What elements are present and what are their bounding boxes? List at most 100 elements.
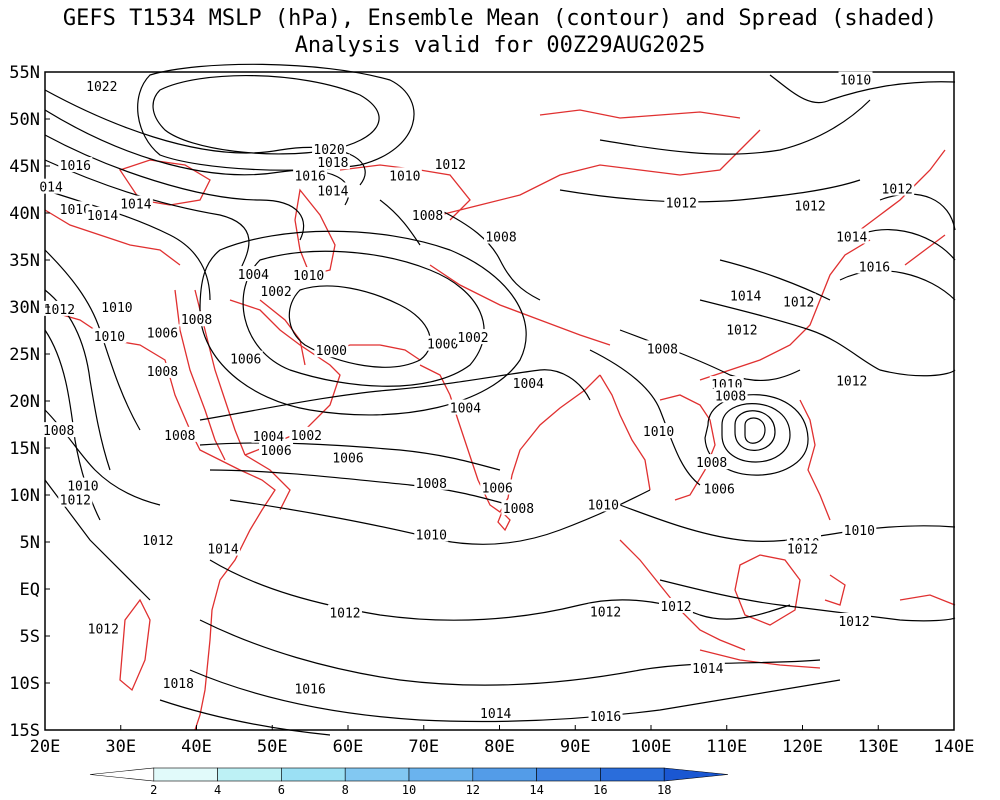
colorbar-swatch (537, 768, 601, 781)
longitude-tick-label: 120E (782, 737, 823, 757)
isobar-label: 1006 (332, 451, 363, 466)
colorbar-swatch (218, 768, 282, 781)
colorbar-swatch (345, 768, 409, 781)
isobar-label: 1016 (60, 159, 91, 174)
isobar-label: 1012 (435, 158, 466, 173)
isobar-label: 1012 (660, 600, 691, 615)
latitude-tick-label: 10S (9, 674, 40, 694)
longitude-tick-label: 30E (105, 737, 136, 757)
latitude-tick-label: 10N (9, 486, 40, 506)
isobar-label: 1012 (838, 615, 869, 630)
colorbar-tick-label: 12 (466, 783, 480, 797)
colorbar-swatch (90, 768, 154, 781)
isobar-label: 1008 (485, 231, 516, 246)
isobar-label: 1014 (480, 707, 511, 722)
isobar-label: 1014 (317, 184, 348, 199)
longitude-tick-label: 140E (934, 737, 975, 757)
latitude-tick-label: 25N (9, 345, 40, 365)
isobar-label: 1012 (88, 622, 119, 637)
isobar-label: 1014 (120, 198, 151, 213)
isobar-label: 1008 (696, 456, 727, 471)
isobar-label: 1004 (513, 377, 544, 392)
isobar-label: 1016 (859, 261, 890, 276)
latitude-tick-label: 45N (9, 157, 40, 177)
longitude-tick-label: 20E (30, 737, 61, 757)
isobar-label: 1010 (94, 330, 125, 345)
longitude-tick-label: 100E (631, 737, 672, 757)
isobar-label: 1010 (840, 74, 871, 89)
colorbar-swatch (154, 768, 218, 781)
isobar-label: 1000 (427, 338, 458, 353)
longitude-tick-label: 110E (706, 737, 747, 757)
colorbar-swatch (409, 768, 473, 781)
isobar-label: 1006 (482, 481, 513, 496)
colorbar-tick-label: 10 (402, 783, 416, 797)
isobar-label: 014 (39, 181, 63, 196)
isobar-label: 1008 (181, 313, 212, 328)
isobar-label: 1012 (60, 494, 91, 509)
latitude-tick-label: 55N (9, 63, 40, 83)
isobar-label: 1010 (588, 498, 619, 513)
latitude-tick-label: 50N (9, 110, 40, 130)
longitude-tick-label: 40E (181, 737, 212, 757)
colorbar-swatch (281, 768, 345, 781)
colorbar-tick-label: 18 (657, 783, 671, 797)
longitude-tick-label: 90E (560, 737, 591, 757)
isobar-label: 1008 (503, 502, 534, 517)
colorbar: 2 4 6 8 10 12 14 16 18 (90, 768, 728, 797)
isobar-label: 1010 (643, 425, 674, 440)
colorbar-tick-label: 8 (342, 783, 349, 797)
colorbar-tick-label: 16 (593, 783, 607, 797)
isobar-label: 1012 (142, 534, 173, 549)
colorbar-swatch (664, 768, 728, 781)
isobar-label: 1014 (207, 543, 238, 558)
isobar-label: 1012 (666, 197, 697, 212)
colorbar-tick-label: 6 (278, 783, 285, 797)
isobar-label: 1012 (783, 295, 814, 310)
isobar-label: 1010 (293, 269, 324, 284)
isobar-label: 1016 (294, 683, 325, 698)
colorbar-tick-label: 2 (150, 783, 157, 797)
isobar-label: 1008 (164, 429, 195, 444)
isobar-label: 1002 (291, 429, 322, 444)
isobar-label: 1014 (87, 209, 118, 224)
latitude-tick-label: 20N (9, 392, 40, 412)
isobar-label: 1008 (715, 389, 746, 404)
latitude-tick-label: 15N (9, 439, 40, 459)
map-frame (45, 72, 954, 730)
isobar-label: 1002 (260, 285, 291, 300)
isobar-label: 1010 (101, 301, 132, 316)
isobar-label: 1010 (844, 524, 875, 539)
isobar-label: 1014 (730, 290, 761, 305)
longitude-tick-label: 130E (858, 737, 899, 757)
colorbar-swatch (473, 768, 537, 781)
isobar-label: 1004 (238, 268, 269, 283)
isobar-label: 1022 (86, 80, 117, 95)
longitude-tick-label: 70E (408, 737, 439, 757)
isobar-label: 1012 (329, 607, 360, 622)
isobar-label: 1010 (416, 528, 447, 543)
isobar-label: 1016 (590, 710, 621, 725)
latitude-axis: 55N 50N 45N 40N 35N 30N 25N 20N 15N 10N 5N EQ 5S 10S 1… (9, 63, 50, 741)
isobar-label: 1012 (882, 183, 913, 198)
latitude-tick-label: 5S (20, 627, 40, 647)
colorbar-tick-label: 14 (529, 783, 543, 797)
longitude-tick-label: 60E (333, 737, 364, 757)
isobar-label: 1006 (704, 482, 735, 497)
isobar-label: 1012 (726, 324, 757, 339)
isobar-label: 1012 (590, 606, 621, 621)
isobar-label: 1008 (147, 365, 178, 380)
isobar-label: 1012 (794, 199, 825, 214)
isobar-label: 1002 (457, 331, 488, 346)
isobar-label: 1008 (43, 424, 74, 439)
isobar-label: 1014 (692, 662, 723, 677)
longitude-tick-label: 50E (257, 737, 288, 757)
isobar-label: 1006 (260, 444, 291, 459)
latitude-tick-label: 30N (9, 298, 40, 318)
isobar-label: 1006 (230, 353, 261, 368)
isobar-label: 1008 (416, 477, 447, 492)
isobar-label: 1014 (836, 231, 867, 246)
